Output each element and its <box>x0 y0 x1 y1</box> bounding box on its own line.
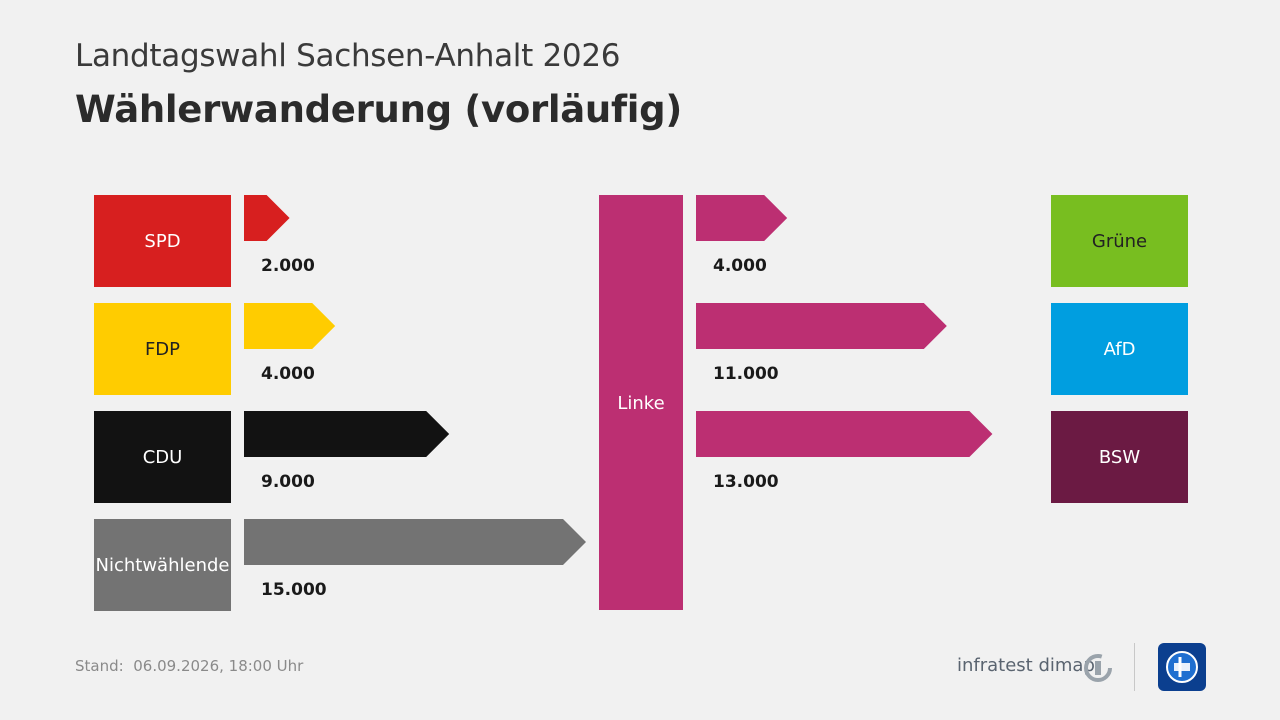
outflow-value-gr-ne: 4.000 <box>713 256 767 276</box>
inflow-value-fdp: 4.000 <box>261 364 315 384</box>
target-label-gr-ne: Grüne <box>1092 231 1147 252</box>
stand-label: Stand: <box>75 657 124 675</box>
chart-title: Wählerwanderung (vorläufig) <box>75 88 682 131</box>
outflow-arrow-bsw <box>696 411 993 457</box>
source-label-fdp: FDP <box>145 339 180 360</box>
inflow-arrow-fdp <box>244 303 336 349</box>
source-box-fdp <box>94 303 231 395</box>
source-label-nichtw-hlende: Nichtwählende <box>96 555 230 576</box>
stand-value: 06.09.2026, 18:00 Uhr <box>133 657 304 675</box>
outflow-arrow-afd <box>696 303 947 349</box>
voter-flow-chart: SPD 2.000 FDP 4.000 CDU 9.000 Nichtwählende 15.… <box>94 195 1188 611</box>
target-label-afd: AfD <box>1104 339 1136 360</box>
outflow-arrow-gr-ne <box>696 195 788 241</box>
source-box-cdu <box>94 411 231 503</box>
outflow-value-afd: 11.000 <box>713 364 779 384</box>
center-label-linke: Linke <box>617 393 664 414</box>
source-box-spd <box>94 195 231 287</box>
tagesschau-logo-icon <box>1158 643 1206 691</box>
source-label-cdu: CDU <box>143 447 183 468</box>
center-column-linke <box>599 195 683 610</box>
inflow-arrow-spd <box>244 195 290 241</box>
inflow-arrow-cdu <box>244 411 450 457</box>
brand-name: infratest dimap <box>957 655 1095 676</box>
outflow-value-bsw: 13.000 <box>713 472 779 492</box>
inflow-value-nichtw-hlende: 15.000 <box>261 580 327 600</box>
infratest-dimap-logo-icon <box>1084 654 1112 682</box>
target-box-bsw <box>1051 411 1188 503</box>
target-box-afd <box>1051 303 1188 395</box>
footer-stand: Stand: 06.09.2026, 18:00 Uhr <box>75 657 303 675</box>
inflow-arrow-nichtw-hlende <box>244 519 586 565</box>
source-label-spd: SPD <box>144 231 180 252</box>
chart-subtitle: Landtagswahl Sachsen-Anhalt 2026 <box>75 38 621 74</box>
target-label-bsw: BSW <box>1099 447 1140 468</box>
inflow-value-spd: 2.000 <box>261 256 315 276</box>
footer-divider <box>1134 643 1135 691</box>
inflow-value-cdu: 9.000 <box>261 472 315 492</box>
target-box-gr-ne <box>1051 195 1188 287</box>
source-box-nichtw-hlende <box>94 519 231 611</box>
